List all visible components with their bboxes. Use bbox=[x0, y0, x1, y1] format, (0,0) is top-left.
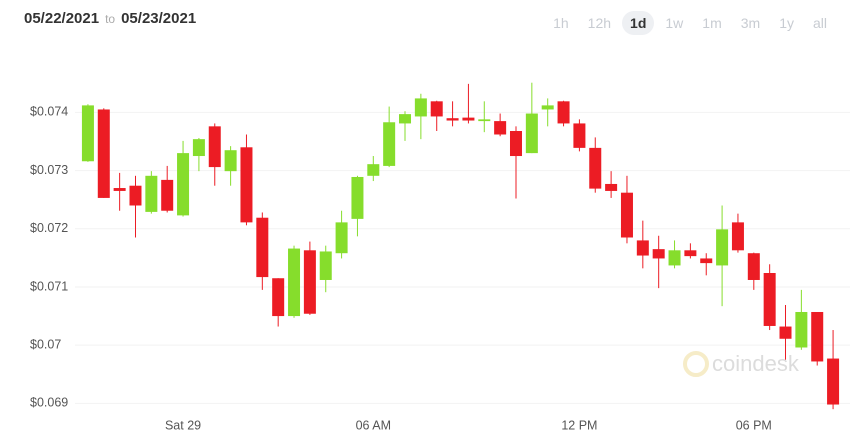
candle-body bbox=[208, 126, 221, 168]
watermark: coindesk bbox=[712, 351, 800, 376]
range-button[interactable]: 1m bbox=[702, 15, 722, 31]
date-range: 05/22/2021 to 05/23/2021 bbox=[24, 10, 196, 27]
to-date: 05/23/2021 bbox=[121, 10, 197, 27]
candle-body bbox=[747, 253, 760, 280]
range-button[interactable]: 3m bbox=[740, 15, 761, 31]
candle-body bbox=[383, 122, 396, 166]
candle-body bbox=[256, 217, 269, 278]
y-tick-label: $0.072 bbox=[30, 221, 68, 235]
candle-body bbox=[97, 109, 110, 198]
range-button[interactable]: 1y bbox=[779, 15, 794, 31]
y-tick-label: $0.069 bbox=[30, 396, 68, 410]
x-tick-label: 06 AM bbox=[356, 418, 391, 432]
x-tick-label: 06 PM bbox=[736, 418, 772, 432]
candle-body bbox=[319, 251, 332, 280]
candle-body bbox=[335, 222, 348, 254]
range-button[interactable]: all bbox=[812, 15, 827, 31]
candle-body bbox=[605, 183, 618, 191]
y-tick-label: $0.071 bbox=[30, 279, 68, 293]
range-buttons: 1h 12h 1d 1w 1m 3m 1y all bbox=[542, 11, 835, 35]
candle-body bbox=[113, 188, 126, 191]
candle-body bbox=[795, 311, 808, 348]
candle-body bbox=[430, 101, 443, 117]
candle-body bbox=[652, 249, 665, 259]
candle-body bbox=[367, 164, 380, 176]
y-tick-label: $0.07 bbox=[30, 337, 61, 351]
candle-body bbox=[414, 98, 427, 117]
candle-body bbox=[446, 118, 459, 121]
range-button[interactable]: 1d bbox=[622, 11, 655, 35]
candle-body bbox=[700, 258, 713, 264]
candle-body bbox=[478, 119, 491, 122]
to-word: to bbox=[105, 12, 116, 26]
candle-body bbox=[192, 139, 205, 157]
candle-body bbox=[541, 105, 554, 110]
candle-body bbox=[557, 101, 570, 124]
candle-body bbox=[573, 123, 586, 148]
candle-body bbox=[240, 147, 253, 223]
candle-body bbox=[272, 278, 285, 317]
watermark-logo bbox=[683, 351, 709, 377]
y-tick-label: $0.073 bbox=[30, 163, 68, 177]
candle-body bbox=[145, 175, 158, 212]
candle-body bbox=[589, 147, 602, 189]
candle-body bbox=[525, 113, 538, 154]
range-button[interactable]: 12h bbox=[587, 15, 612, 31]
candle-body bbox=[731, 222, 744, 251]
range-button[interactable]: 1h bbox=[553, 15, 569, 31]
candle-body bbox=[684, 250, 697, 257]
candle-body bbox=[81, 105, 94, 162]
candle-body bbox=[161, 179, 174, 211]
from-date: 05/22/2021 bbox=[24, 10, 100, 27]
candle-body bbox=[303, 250, 316, 314]
candle-body bbox=[351, 176, 364, 219]
candle-body bbox=[827, 358, 840, 405]
candle-body bbox=[779, 326, 792, 339]
candle-body bbox=[636, 240, 649, 256]
candle-body bbox=[494, 121, 507, 135]
candle-body bbox=[811, 311, 824, 362]
range-button[interactable]: 1w bbox=[665, 15, 684, 31]
candle-body bbox=[129, 185, 142, 206]
y-tick-label: $0.074 bbox=[30, 105, 68, 119]
candle-body bbox=[668, 250, 681, 266]
x-tick-label: Sat 29 bbox=[165, 418, 201, 432]
candle-body bbox=[716, 229, 729, 266]
x-tick-label: 12 PM bbox=[561, 418, 597, 432]
candle-body bbox=[620, 192, 633, 238]
candle-body bbox=[399, 114, 412, 124]
candle-body bbox=[224, 150, 237, 172]
candle-body bbox=[177, 153, 190, 216]
candle-body bbox=[763, 273, 776, 326]
candle-body bbox=[288, 248, 301, 317]
candle-body bbox=[462, 117, 475, 121]
candle-body bbox=[509, 131, 522, 157]
